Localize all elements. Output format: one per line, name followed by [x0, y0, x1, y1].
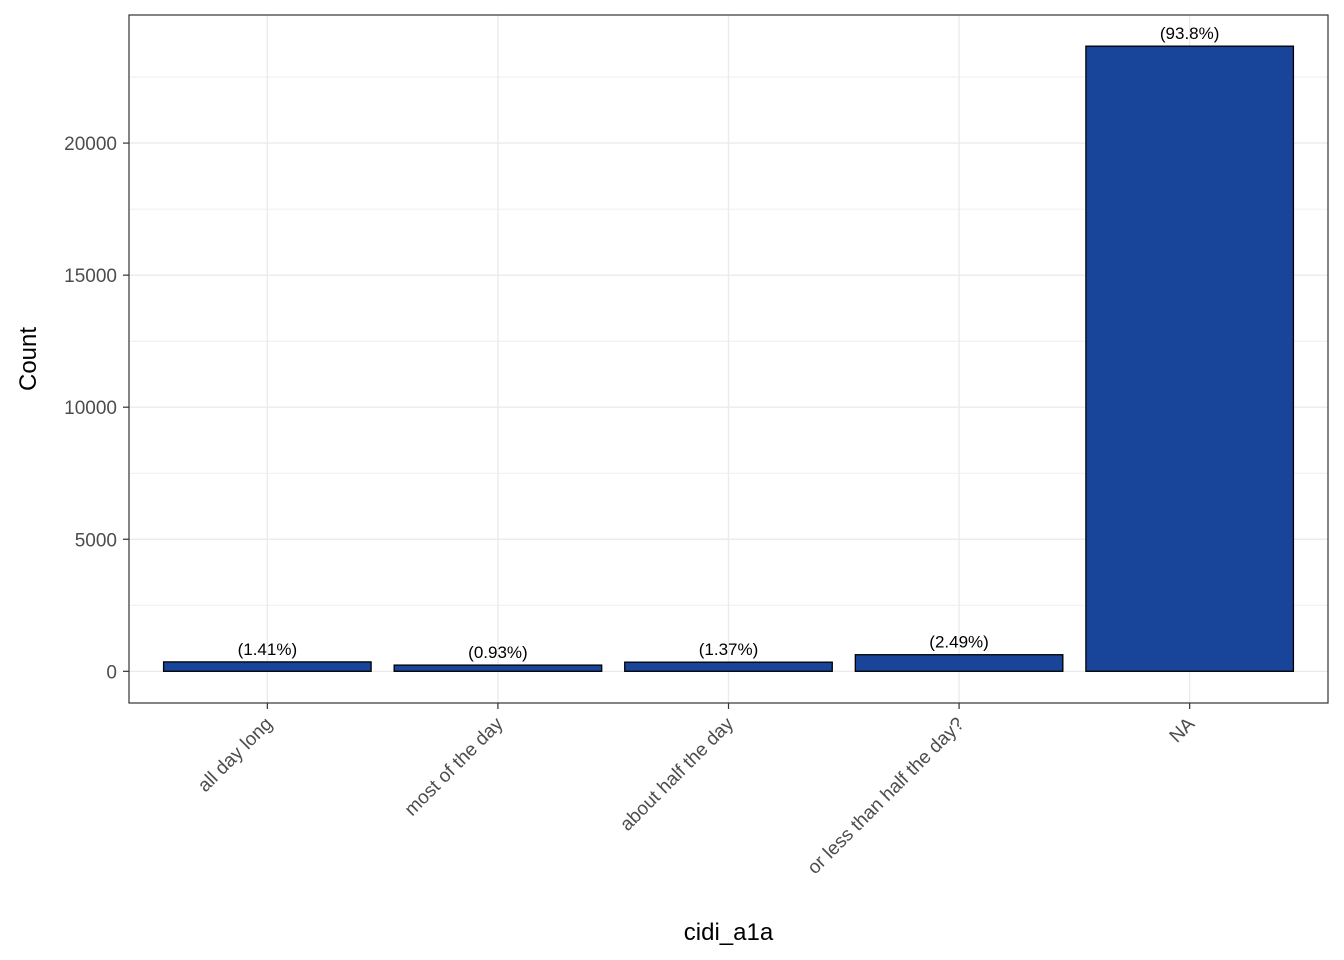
x-axis-title: cidi_a1a [684, 919, 774, 946]
data-label: (1.37%) [699, 640, 759, 659]
bar [854, 654, 1064, 672]
y-tick-label: 20000 [64, 134, 117, 155]
data-label: (93.8%) [1160, 24, 1220, 43]
bar [393, 664, 603, 672]
y-axis-ticks: 0 5000 10000 15000 20000 [64, 134, 129, 683]
y-tick-label: 0 [106, 662, 117, 683]
y-axis-title: Count [15, 327, 42, 391]
data-label: (2.49%) [929, 633, 989, 652]
bar [1085, 45, 1295, 672]
y-tick-label: 10000 [64, 398, 117, 419]
y-tick-label: 15000 [64, 266, 117, 287]
bar [162, 661, 372, 672]
data-labels: (1.41%) (0.93%) (1.37%) (2.49%) (93.8%) [238, 24, 1220, 662]
data-label: (0.93%) [468, 643, 528, 662]
bars [162, 45, 1295, 672]
y-tick-label: 5000 [75, 530, 117, 551]
bar [624, 661, 833, 672]
data-label: (1.41%) [238, 640, 298, 659]
